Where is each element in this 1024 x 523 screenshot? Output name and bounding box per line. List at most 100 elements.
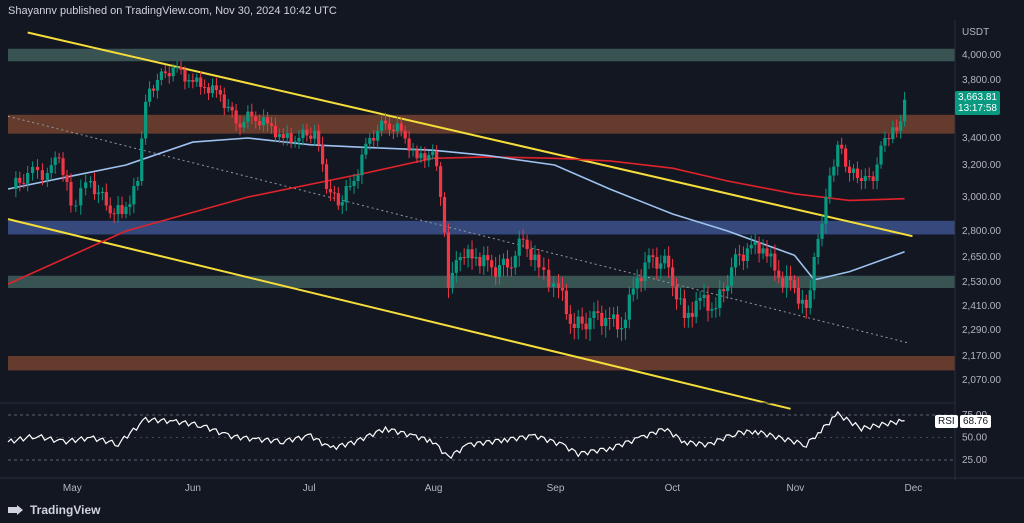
candle bbox=[517, 230, 521, 267]
candle bbox=[556, 274, 561, 299]
candle bbox=[659, 255, 663, 279]
candle bbox=[96, 184, 101, 204]
tradingview-footer[interactable]: TradingView bbox=[8, 503, 100, 517]
candle bbox=[313, 124, 317, 147]
price-axis-label: 2,410.00 bbox=[962, 301, 1001, 312]
candle bbox=[167, 66, 171, 84]
candle bbox=[875, 157, 879, 190]
trendline-1[interactable] bbox=[7, 218, 791, 410]
rsi-line bbox=[7, 410, 905, 460]
candle bbox=[454, 250, 458, 283]
tradingview-logo-icon bbox=[8, 505, 24, 515]
trendline-0[interactable] bbox=[27, 31, 913, 238]
candle bbox=[387, 117, 392, 136]
candle bbox=[867, 167, 871, 181]
candle bbox=[824, 188, 828, 234]
candle bbox=[808, 280, 812, 315]
candle bbox=[580, 307, 584, 331]
candle bbox=[537, 248, 541, 278]
candle bbox=[250, 103, 254, 125]
candle bbox=[435, 145, 439, 172]
candle bbox=[155, 73, 160, 99]
candle bbox=[183, 66, 187, 90]
candle bbox=[714, 297, 718, 318]
candle bbox=[482, 246, 486, 275]
candle bbox=[663, 249, 667, 269]
candle bbox=[61, 152, 65, 182]
candle bbox=[423, 146, 427, 169]
last-price-value: 3,663.81 bbox=[958, 91, 997, 103]
zone-support-4 bbox=[8, 356, 955, 371]
candle bbox=[332, 185, 336, 202]
candle bbox=[627, 286, 631, 329]
candle bbox=[242, 117, 246, 132]
candle bbox=[470, 240, 474, 270]
candle bbox=[745, 243, 749, 269]
candle bbox=[777, 260, 781, 284]
candle bbox=[293, 135, 297, 148]
candle bbox=[391, 124, 395, 140]
candle bbox=[883, 131, 887, 153]
candle bbox=[151, 84, 156, 98]
price-axis-label: 3,400.00 bbox=[962, 133, 1001, 144]
price-axis-label: 2,530.00 bbox=[962, 277, 1001, 288]
candle bbox=[615, 306, 620, 338]
candle bbox=[494, 256, 498, 285]
candle bbox=[458, 252, 462, 272]
candle bbox=[584, 312, 588, 340]
candle bbox=[297, 130, 301, 149]
candle bbox=[69, 173, 73, 213]
zone-support-1 bbox=[8, 114, 955, 134]
candle bbox=[317, 124, 321, 152]
time-axis-label: Dec bbox=[904, 483, 922, 494]
candle bbox=[230, 101, 234, 118]
candle bbox=[592, 302, 596, 329]
candle bbox=[427, 151, 431, 167]
candle bbox=[277, 128, 281, 143]
candle bbox=[600, 305, 604, 335]
candle bbox=[547, 258, 551, 293]
candle bbox=[265, 111, 270, 132]
candle bbox=[144, 94, 148, 145]
candle bbox=[214, 77, 219, 98]
candle bbox=[195, 73, 199, 87]
candle bbox=[773, 244, 777, 281]
candle bbox=[49, 157, 53, 181]
candle bbox=[757, 236, 761, 263]
candle bbox=[124, 201, 128, 219]
time-axis-label: Oct bbox=[665, 483, 681, 494]
candle bbox=[340, 195, 344, 215]
candle bbox=[816, 234, 820, 265]
candle bbox=[667, 246, 671, 279]
candle bbox=[749, 235, 753, 255]
candle bbox=[737, 244, 742, 266]
publisher-header: Shayannv published on TradingView.com, N… bbox=[8, 5, 337, 17]
candle bbox=[895, 119, 899, 138]
candle bbox=[533, 245, 537, 272]
candle bbox=[328, 180, 333, 202]
ma-red-line bbox=[7, 156, 905, 285]
time-axis-label: Aug bbox=[425, 483, 443, 494]
candle bbox=[415, 145, 419, 163]
candle bbox=[796, 277, 801, 310]
candle bbox=[639, 269, 643, 293]
candle bbox=[726, 274, 730, 300]
candle bbox=[246, 105, 250, 129]
candle bbox=[108, 197, 112, 219]
candle bbox=[383, 112, 388, 130]
candle bbox=[576, 309, 580, 340]
candle bbox=[45, 167, 49, 188]
candle bbox=[840, 137, 844, 155]
candle bbox=[30, 161, 35, 181]
candle bbox=[35, 159, 40, 179]
candle bbox=[348, 177, 352, 191]
price-axis-label: 4,000.00 bbox=[962, 50, 1001, 61]
candle bbox=[560, 277, 565, 301]
candle bbox=[14, 171, 18, 198]
candle bbox=[399, 116, 403, 137]
candle bbox=[698, 291, 702, 310]
candle bbox=[336, 187, 340, 210]
candle bbox=[132, 177, 136, 214]
price-axis-label: 3,800.00 bbox=[962, 75, 1001, 86]
